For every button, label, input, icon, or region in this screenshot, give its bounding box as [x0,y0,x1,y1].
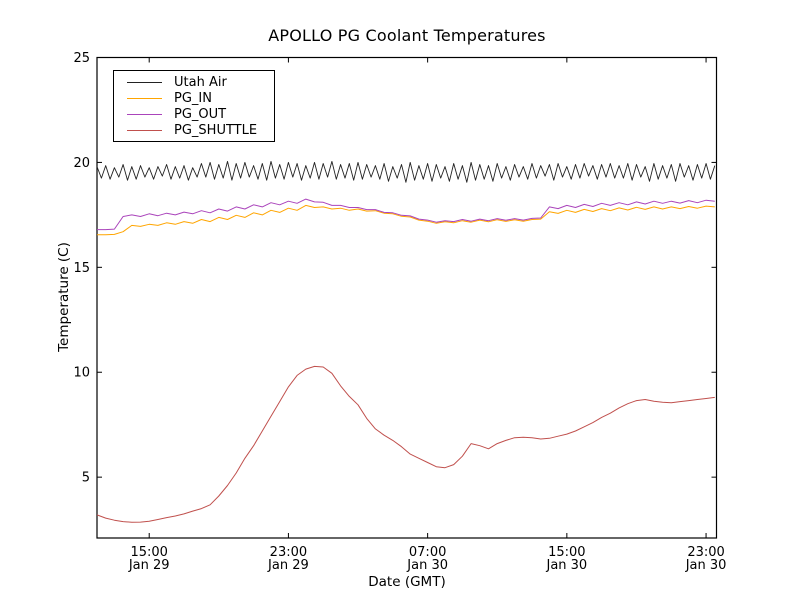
pg-in-line-icon [127,97,162,99]
x-tick-label-time: 15:00 [130,545,167,560]
pg-out-line-icon [127,113,162,115]
x-tick-label-time: 23:00 [687,545,724,560]
x-tick-label-date: Jan 29 [128,558,170,573]
x-tick-label-date: Jan 29 [267,558,309,573]
y-tick-label: 25 [73,51,90,66]
x-tick-label-time: 15:00 [548,545,585,560]
utah-air-line-icon [127,81,162,83]
legend-item-pg-in: PG_IN [127,91,274,106]
y-tick-label: 10 [73,366,90,381]
legend: Utah Air PG_IN PG_OUT PG_SHUTTLE [113,70,275,142]
legend-label-pg-shuttle: PG_SHUTTLE [174,122,258,138]
y-tick-label: 15 [73,261,90,276]
legend-label-pg-out: PG_OUT [174,106,227,122]
legend-item-pg-out: PG_OUT [127,107,274,122]
series-line-pg-shuttle [96,365,715,523]
series-line-pg-in [97,204,715,236]
y-tick-label: 5 [82,471,90,486]
series-line-utah-air [96,160,716,183]
series-line-pg-out [97,198,715,231]
chart-title: APOLLO PG Coolant Temperatures [268,26,546,45]
x-tick-label-time: 07:00 [409,545,446,560]
x-tick-label-date: Jan 30 [545,558,587,573]
plot-frame [96,56,718,539]
x-axis-label: Date (GMT) [368,574,446,590]
legend-item-pg-shuttle: PG_SHUTTLE [127,123,274,138]
x-tick-label-date: Jan 30 [406,558,448,573]
legend-label-utah-air: Utah Air [174,74,227,90]
legend-item-utah-air: Utah Air [127,75,274,90]
y-axis-label: Temperature (C) [56,242,72,352]
pg-shuttle-line-icon [127,129,162,131]
x-tick-label-time: 23:00 [270,545,307,560]
legend-label-pg-in: PG_IN [174,90,212,106]
x-tick-label-date: Jan 30 [685,558,727,573]
y-tick-label: 20 [73,156,90,171]
